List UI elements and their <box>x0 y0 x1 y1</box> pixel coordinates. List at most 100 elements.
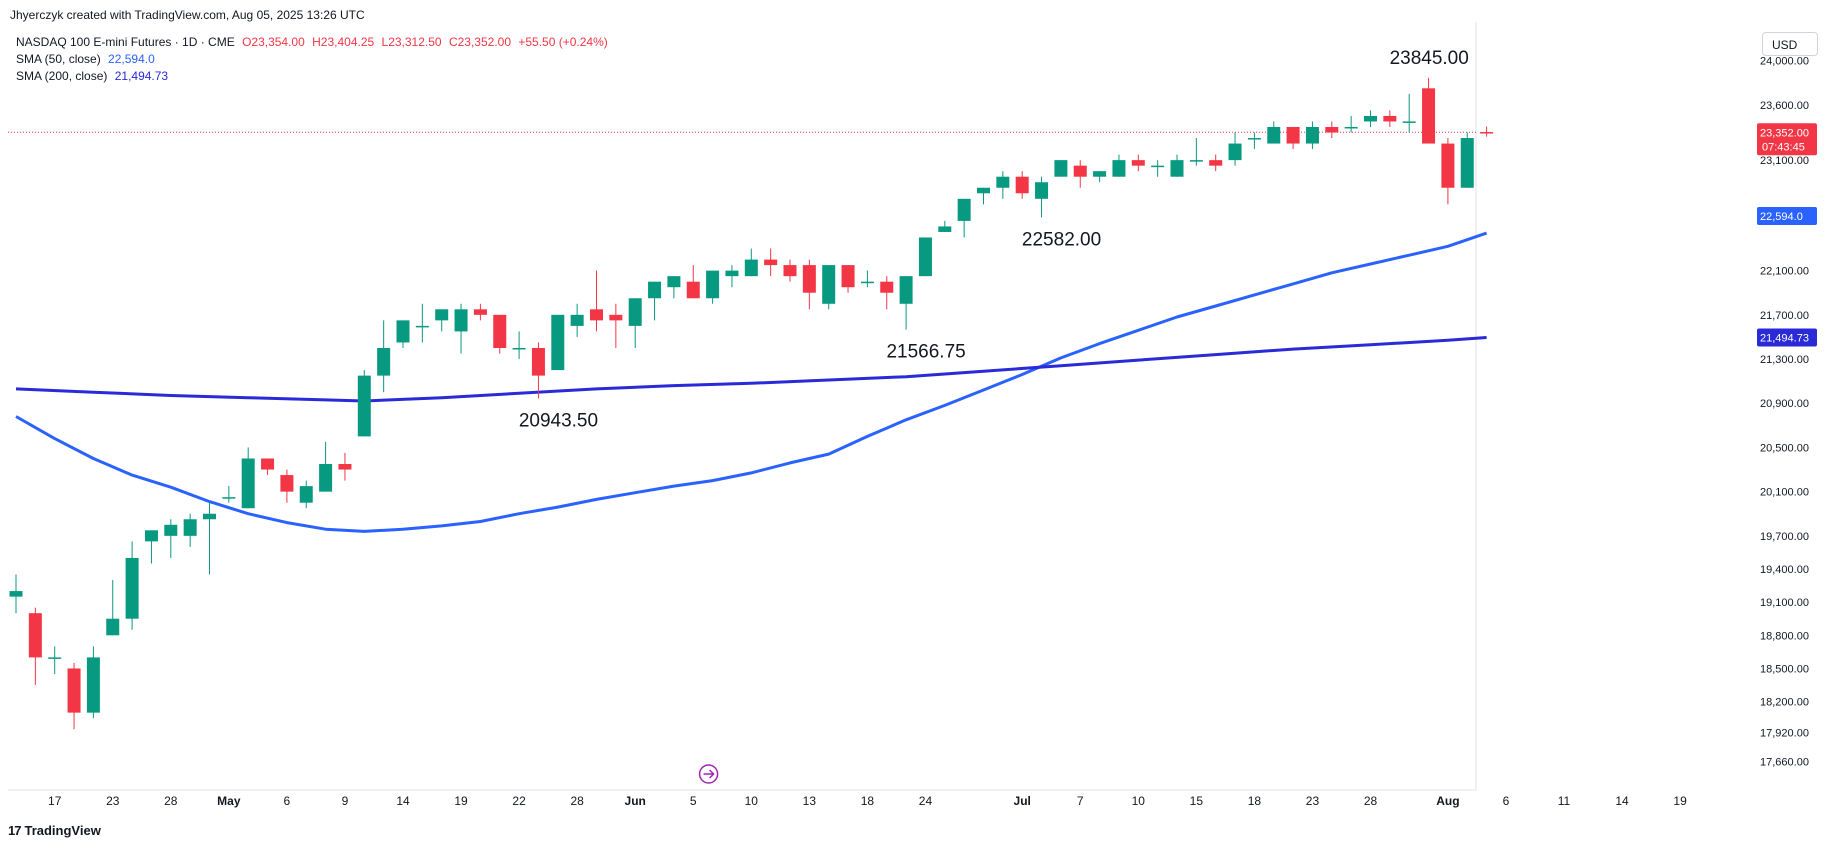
candle[interactable] <box>493 314 507 354</box>
candle[interactable] <box>1460 132 1474 188</box>
candle[interactable] <box>473 303 487 321</box>
sma200-legend-row[interactable]: SMA (200, close) 21,494.73 <box>16 68 612 85</box>
candle[interactable] <box>570 303 584 337</box>
candle[interactable] <box>319 441 333 492</box>
candle[interactable] <box>377 320 391 393</box>
candle[interactable] <box>280 469 294 503</box>
candle[interactable] <box>880 276 894 310</box>
sma-layer <box>15 231 1488 533</box>
time-tick-label: 9 <box>342 794 349 808</box>
candle[interactable] <box>744 248 758 277</box>
candle[interactable] <box>1073 160 1087 188</box>
candle[interactable] <box>1035 176 1049 218</box>
candle[interactable] <box>802 259 816 310</box>
candle[interactable] <box>725 265 739 288</box>
candle[interactable] <box>551 314 565 371</box>
candle[interactable] <box>1441 138 1455 205</box>
candle[interactable] <box>1305 121 1319 150</box>
candle-body <box>1170 160 1184 177</box>
candle[interactable] <box>1286 126 1300 150</box>
candle[interactable] <box>261 458 275 476</box>
candle[interactable] <box>1209 154 1223 172</box>
candle[interactable] <box>648 281 662 321</box>
candle[interactable] <box>1402 93 1416 133</box>
candle[interactable] <box>841 265 855 293</box>
candle[interactable] <box>1383 110 1397 127</box>
time-tick-label: 22 <box>512 794 526 808</box>
candle-body <box>590 309 603 321</box>
candle[interactable] <box>435 309 449 332</box>
candle[interactable] <box>1364 110 1377 127</box>
currency-selector[interactable]: USD <box>1762 32 1818 56</box>
candle[interactable] <box>106 580 120 636</box>
tradingview-logo[interactable]: 17 TradingView <box>8 823 101 838</box>
candle-body <box>977 187 990 194</box>
candle[interactable] <box>28 607 42 686</box>
candle[interactable] <box>628 298 642 348</box>
candle[interactable] <box>415 303 429 343</box>
candle[interactable] <box>938 220 952 232</box>
sma50-legend-row[interactable]: SMA (50, close) 22,594.0 <box>16 51 612 68</box>
sma200-line[interactable] <box>15 336 1487 403</box>
candle[interactable] <box>1344 115 1358 133</box>
candle[interactable] <box>396 320 410 348</box>
candle[interactable] <box>48 646 62 674</box>
candle[interactable] <box>822 265 836 310</box>
candle[interactable] <box>357 370 371 437</box>
candle[interactable] <box>222 486 236 503</box>
candle[interactable] <box>977 187 990 205</box>
candle[interactable] <box>164 519 178 558</box>
candle[interactable] <box>241 447 255 509</box>
candle[interactable] <box>1228 132 1242 166</box>
candle-body <box>996 176 1010 188</box>
candle[interactable] <box>203 502 216 575</box>
candle[interactable] <box>183 513 197 547</box>
candle[interactable] <box>1151 160 1165 177</box>
candle-body <box>48 657 62 659</box>
high-value: H23,404.25 <box>312 35 375 49</box>
time-tick-label: 28 <box>570 794 584 808</box>
candle[interactable] <box>957 198 971 238</box>
candle[interactable] <box>899 276 913 330</box>
candle[interactable] <box>706 270 720 304</box>
candle[interactable] <box>667 276 681 299</box>
candle[interactable] <box>144 530 158 564</box>
candle[interactable] <box>512 331 526 360</box>
candle[interactable] <box>1480 126 1494 137</box>
time-tick-label: Jun <box>625 794 646 808</box>
candle[interactable] <box>1189 138 1203 166</box>
sma50-line[interactable] <box>15 231 1488 533</box>
candle[interactable] <box>1054 160 1068 177</box>
candle[interactable] <box>67 662 81 730</box>
candle[interactable] <box>86 646 100 719</box>
candle[interactable] <box>860 270 874 288</box>
candle[interactable] <box>125 541 139 630</box>
candle[interactable] <box>686 265 700 299</box>
candle[interactable] <box>1325 121 1339 139</box>
candle[interactable] <box>454 303 468 354</box>
time-tick-label: Aug <box>1436 794 1459 808</box>
events-marker-icon[interactable] <box>698 764 719 784</box>
candle[interactable] <box>783 259 797 282</box>
candle[interactable] <box>764 248 778 277</box>
candle[interactable] <box>1015 171 1029 199</box>
candle[interactable] <box>9 574 23 614</box>
candle[interactable] <box>1422 77 1436 144</box>
candle[interactable] <box>1247 132 1261 150</box>
candle[interactable] <box>299 480 313 509</box>
candle[interactable] <box>1170 154 1184 177</box>
candle[interactable] <box>609 303 623 348</box>
candle[interactable] <box>531 342 545 399</box>
candle[interactable] <box>918 237 932 277</box>
candle-body <box>67 668 81 713</box>
candle-body <box>299 486 313 503</box>
candle[interactable] <box>1093 171 1107 183</box>
candle[interactable] <box>590 270 603 332</box>
candle[interactable] <box>338 452 352 481</box>
candle[interactable] <box>1112 154 1126 177</box>
candle[interactable] <box>996 171 1010 199</box>
symbol-name[interactable]: NASDAQ 100 E-mini Futures · 1D · CME <box>16 35 235 49</box>
candle[interactable] <box>1267 121 1281 144</box>
candle[interactable] <box>1131 154 1145 172</box>
